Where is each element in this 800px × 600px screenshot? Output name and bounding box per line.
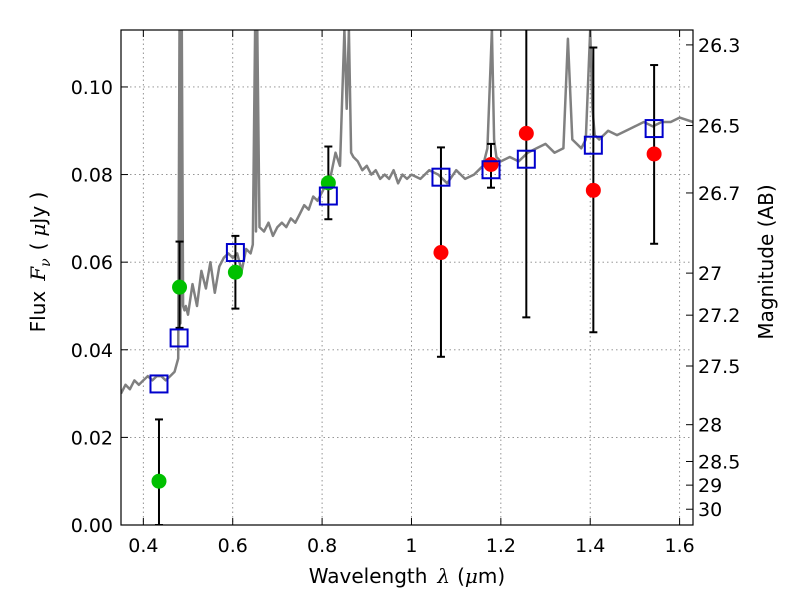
y-tick-label: 0.10: [71, 77, 113, 99]
y2-tick-label: 27: [698, 263, 722, 285]
red-data-point: [585, 182, 601, 198]
x-tick-label: 0.4: [128, 535, 158, 557]
y-tick-label: 0.00: [71, 515, 113, 537]
y-tick-label: 0.08: [71, 165, 113, 187]
y-tick-label: 0.06: [71, 252, 113, 274]
y2-tick-label: 28: [698, 415, 722, 437]
y-tick-label: 0.02: [71, 427, 113, 449]
tick-marks: [121, 30, 693, 526]
x-tick-label: 1: [405, 535, 417, 557]
x-tick-labels: 0.4 0.6 0.8 1 1.2 1.4 1.6: [128, 535, 694, 557]
red-data-point: [433, 245, 449, 261]
model-square-marker: [644, 119, 664, 139]
y2-tick-label: 26.3: [698, 35, 740, 57]
y-tick-label: 0.04: [71, 340, 113, 362]
x-tick-label: 1.6: [664, 535, 694, 557]
spectrum-layer: [121, 30, 693, 395]
x-tick-label: 1.4: [575, 535, 605, 557]
red-data-point: [518, 125, 534, 141]
model-square-marker: [225, 243, 245, 263]
model-square-marker: [481, 160, 501, 180]
y2-tick-label: 29: [698, 475, 722, 497]
x-tick-label: 0.6: [218, 535, 248, 557]
red-data-point: [483, 156, 499, 172]
y-axis-title: FluxFν(μJy ): [26, 192, 54, 333]
y-tick-labels: 0.00 0.02 0.04 0.06 0.08 0.10: [71, 77, 113, 537]
y2-tick-label: 27.5: [698, 356, 740, 378]
model-square-marker: [169, 328, 189, 348]
green-data-point: [172, 279, 188, 295]
x-tick-label: 0.8: [307, 535, 337, 557]
plot-frame: [120, 29, 694, 526]
model-square-marker: [431, 167, 451, 187]
red-data-point: [646, 146, 662, 162]
marker-layer: [149, 119, 664, 489]
y2-tick-label: 28.5: [698, 451, 740, 473]
y2-tick-label: 30: [698, 499, 722, 521]
x-axis-title: Wavelength λ (μm): [309, 564, 505, 588]
green-data-point: [151, 473, 167, 489]
y2-axis-title: Magnitude (AB): [754, 184, 778, 339]
x-tick-label: 1.2: [486, 535, 516, 557]
model-square-marker: [149, 374, 169, 394]
y2-tick-label: 27.2: [698, 305, 740, 327]
y2-tick-label: 26.7: [698, 183, 740, 205]
green-data-point: [227, 264, 243, 280]
model-square-marker: [318, 186, 338, 206]
y2-tick-label: 26.5: [698, 115, 740, 137]
model-square-marker: [516, 149, 536, 169]
model-square-marker: [583, 135, 603, 155]
spectrum-line: [121, 30, 693, 395]
